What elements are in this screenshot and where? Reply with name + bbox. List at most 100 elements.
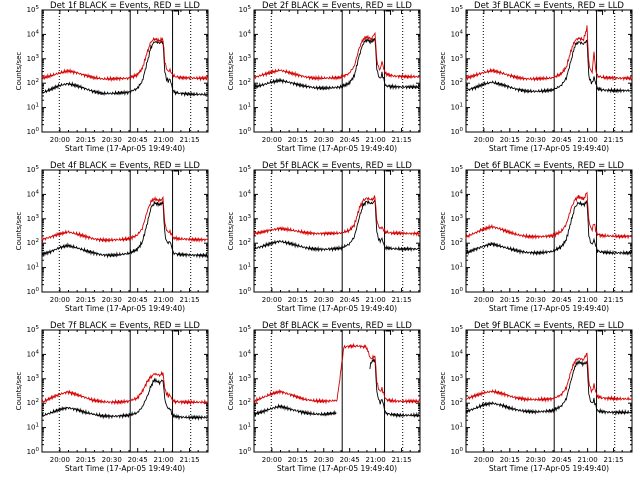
- x-tick-label: 20:15: [288, 136, 308, 144]
- x-tick-label: 21:15: [179, 136, 199, 144]
- y-tick-label: 103: [239, 54, 252, 63]
- y-axis-label: Counts/sec: [227, 372, 235, 411]
- x-axis-label: Start Time (17-Apr-05 19:49:40): [489, 464, 609, 473]
- plot-frame: [465, 9, 633, 133]
- chart-title: Det 1f BLACK = Events, RED = LLD: [50, 1, 200, 11]
- y-tick-label: 105: [239, 5, 252, 14]
- x-tick-label: 20:30: [314, 296, 334, 304]
- chart-title: Det 3f BLACK = Events, RED = LLD: [474, 1, 624, 11]
- y-tick-label: 105: [451, 325, 464, 334]
- y-tick-label: 102: [239, 78, 251, 87]
- y-axis-label: Counts/sec: [15, 372, 23, 411]
- x-tick-label: 20:15: [500, 296, 520, 304]
- x-tick-label: 21:00: [154, 296, 174, 304]
- x-tick-label: 20:30: [314, 136, 334, 144]
- y-tick-label: 100: [27, 447, 40, 456]
- y-axis-label: Counts/sec: [227, 52, 235, 91]
- x-tick-label: 20:45: [552, 296, 572, 304]
- flag-mark: [597, 10, 604, 15]
- y-tick-label: 100: [27, 287, 40, 296]
- x-tick-label: 20:00: [262, 456, 282, 464]
- x-tick-label: 20:15: [288, 296, 308, 304]
- series-lld-line: [253, 195, 421, 237]
- y-tick-label: 100: [27, 127, 40, 136]
- plot-frame: [253, 9, 421, 133]
- series-lld-line: [253, 31, 421, 82]
- x-tick-label: 20:30: [314, 456, 334, 464]
- y-tick-label: 101: [239, 103, 251, 112]
- x-tick-label: 20:00: [50, 296, 70, 304]
- y-tick-label: 100: [451, 447, 464, 456]
- series-lld-line: [41, 370, 209, 406]
- series-lld-line: [253, 342, 421, 405]
- y-tick-label: 105: [239, 325, 252, 334]
- y-tick-label: 104: [27, 29, 40, 38]
- series-lld-line: [465, 25, 633, 82]
- y-tick-label: 103: [451, 214, 464, 223]
- y-tick-label: 102: [27, 238, 39, 247]
- x-tick-label: 20:15: [76, 136, 96, 144]
- x-tick-label: 21:00: [154, 456, 174, 464]
- chart-panel-2: Det 2f BLACK = Events, RED = LLD 100 101 10…: [227, 1, 421, 153]
- series-events-line: [41, 200, 209, 259]
- y-tick-label: 104: [239, 29, 252, 38]
- x-tick-label: 20:30: [102, 456, 122, 464]
- y-axis-label: Counts/sec: [227, 212, 235, 251]
- x-tick-label: 21:00: [578, 136, 598, 144]
- x-axis-label: Start Time (17-Apr-05 19:49:40): [277, 304, 397, 313]
- x-tick-label: 21:15: [391, 456, 411, 464]
- y-tick-label: 100: [239, 287, 252, 296]
- y-tick-label: 103: [239, 374, 252, 383]
- y-tick-label: 102: [239, 398, 251, 407]
- x-tick-label: 21:00: [578, 296, 598, 304]
- chart-title: Det 4f BLACK = Events, RED = LLD: [50, 161, 200, 171]
- flag-mark: [173, 330, 180, 335]
- series-events-line: [465, 39, 633, 94]
- x-tick-label: 20:15: [500, 456, 520, 464]
- y-tick-label: 100: [451, 127, 464, 136]
- y-tick-label: 100: [239, 447, 252, 456]
- x-tick-label: 20:30: [102, 296, 122, 304]
- flag-mark: [597, 170, 604, 175]
- y-tick-label: 103: [27, 54, 40, 63]
- plot-frame: [41, 9, 209, 133]
- y-tick-label: 104: [239, 349, 252, 358]
- flag-mark: [385, 330, 392, 335]
- y-tick-label: 102: [451, 238, 463, 247]
- x-tick-label: 20:45: [128, 296, 148, 304]
- y-tick-label: 104: [451, 189, 464, 198]
- flag-mark: [173, 170, 180, 175]
- x-axis-label: Start Time (17-Apr-05 19:49:40): [489, 144, 609, 153]
- series-lld-line: [41, 195, 208, 244]
- chart-panel-5: Det 5f BLACK = Events, RED = LLD 100 101 10…: [227, 161, 421, 313]
- x-tick-label: 21:15: [603, 456, 623, 464]
- x-axis-label: Start Time (17-Apr-05 19:49:40): [489, 304, 609, 313]
- chart-title: Det 2f BLACK = Events, RED = LLD: [262, 1, 412, 11]
- x-tick-label: 21:15: [603, 136, 623, 144]
- chart-panel-8: Det 8f BLACK = Events, RED = LLD 100 101 10…: [227, 321, 421, 473]
- series-lld-line: [465, 352, 632, 403]
- x-tick-label: 20:15: [288, 456, 308, 464]
- series-events-line: [41, 377, 209, 421]
- x-tick-label: 20:45: [552, 456, 572, 464]
- y-tick-label: 101: [27, 103, 39, 112]
- chart-panel-3: Det 3f BLACK = Events, RED = LLD 100 101 10…: [439, 1, 633, 153]
- chart-title: Det 9f BLACK = Events, RED = LLD: [474, 321, 624, 331]
- plot-frame: [41, 169, 209, 293]
- x-tick-label: 20:30: [526, 456, 546, 464]
- y-tick-label: 102: [27, 398, 39, 407]
- y-tick-label: 101: [451, 423, 463, 432]
- x-axis-label: Start Time (17-Apr-05 19:49:40): [65, 464, 185, 473]
- chart-panel-1: Det 1f BLACK = Events, RED = LLD 100 101 10…: [15, 1, 209, 153]
- y-tick-label: 100: [451, 287, 464, 296]
- flag-mark: [173, 10, 180, 15]
- plot-frame: [253, 329, 421, 453]
- x-tick-label: 20:00: [262, 296, 282, 304]
- x-tick-label: 20:45: [340, 296, 360, 304]
- series-lld-line: [41, 36, 209, 83]
- x-tick-label: 21:00: [578, 456, 598, 464]
- x-tick-label: 21:15: [603, 296, 623, 304]
- x-tick-label: 20:15: [76, 296, 96, 304]
- y-tick-label: 103: [451, 374, 464, 383]
- y-tick-label: 103: [27, 214, 40, 223]
